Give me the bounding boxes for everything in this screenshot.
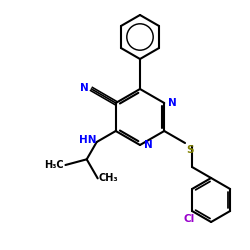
Text: N: N: [144, 140, 153, 150]
Text: S: S: [186, 145, 194, 155]
Text: H₃C: H₃C: [44, 160, 64, 170]
Text: CH₃: CH₃: [99, 173, 118, 183]
Text: Cl: Cl: [184, 214, 195, 224]
Text: N: N: [168, 98, 177, 108]
Text: N: N: [80, 83, 88, 93]
Text: HN: HN: [79, 135, 97, 145]
